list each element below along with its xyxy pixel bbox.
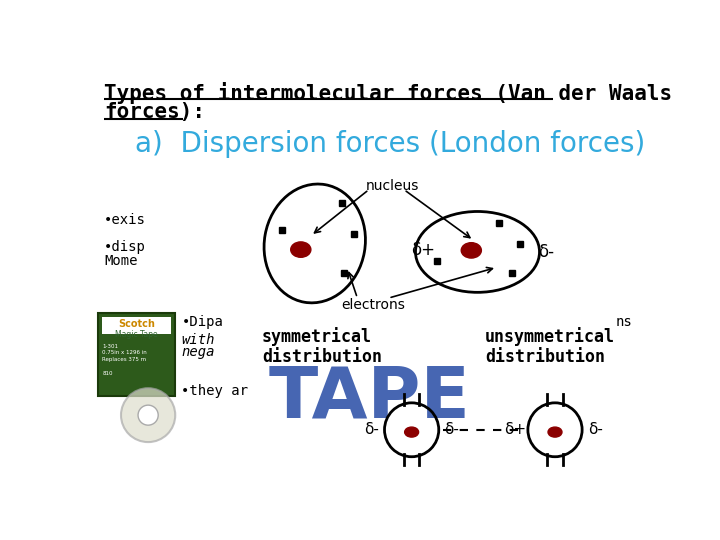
Bar [98, 313, 175, 396]
Text: δ+: δ+ [411, 241, 436, 259]
Text: unsymmetrical
distribution: unsymmetrical distribution [485, 327, 616, 366]
Text: with: with [181, 333, 215, 347]
Text: TAPE: TAPE [269, 363, 470, 433]
Bar [102, 316, 171, 334]
Text: δ-: δ- [444, 422, 459, 437]
Text: ns: ns [616, 315, 632, 329]
Text: δ-: δ- [588, 422, 603, 437]
Text: •disp: •disp [104, 240, 146, 254]
Text: a)  Dispersion forces (London forces): a) Dispersion forces (London forces) [135, 130, 645, 158]
Text: symmetrical
distribution: symmetrical distribution [262, 327, 382, 366]
Circle shape [138, 405, 158, 425]
Text: nega: nega [181, 345, 215, 359]
Ellipse shape [462, 242, 482, 258]
Circle shape [121, 388, 175, 442]
Ellipse shape [405, 427, 418, 437]
Text: 1-301: 1-301 [102, 343, 118, 348]
Ellipse shape [548, 427, 562, 437]
Text: δ+: δ+ [503, 422, 526, 437]
Text: nucleus: nucleus [366, 179, 419, 193]
Text: •Dipa: •Dipa [181, 315, 223, 329]
Text: δ-: δ- [364, 422, 379, 437]
Text: Types of intermolecular forces (Van der Waals: Types of intermolecular forces (Van der … [104, 82, 672, 104]
Text: electrons: electrons [341, 298, 405, 312]
Text: Magic Tape: Magic Tape [115, 330, 158, 339]
Text: Momе: Momе [104, 254, 138, 268]
Text: δ-: δ- [538, 243, 554, 261]
Text: forces):: forces): [104, 102, 205, 122]
Text: •they ar: •they ar [181, 384, 248, 399]
Text: Replaces 375 m: Replaces 375 m [102, 357, 147, 362]
Text: •exis: •exis [104, 213, 146, 227]
Ellipse shape [291, 242, 311, 257]
Text: Scotch: Scotch [118, 319, 155, 329]
Text: 810: 810 [102, 372, 113, 376]
Text: 0.75in x 1296 in: 0.75in x 1296 in [102, 350, 147, 355]
